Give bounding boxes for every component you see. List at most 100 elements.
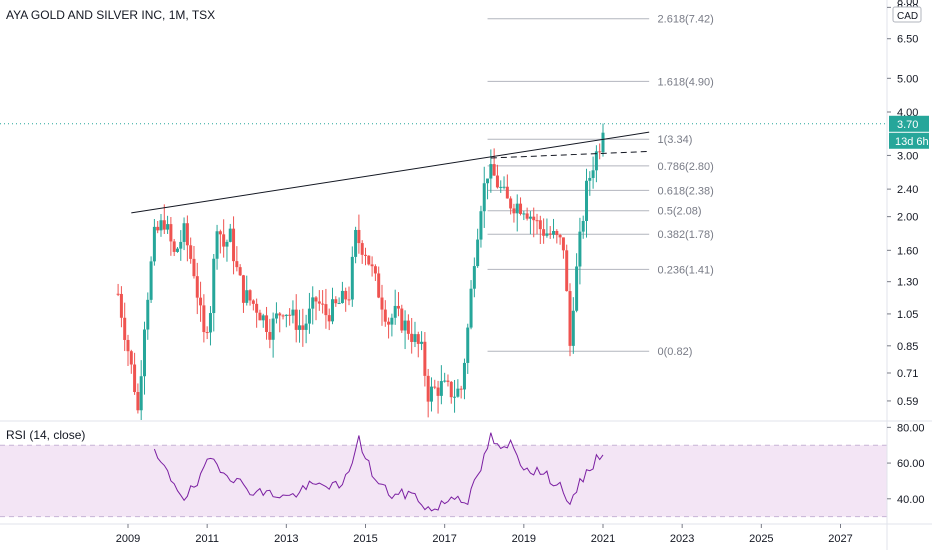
currency-label: CAD <box>897 11 918 22</box>
candle-body <box>466 327 470 363</box>
candle-body <box>324 304 328 316</box>
candle-body <box>212 258 216 314</box>
last-price-badge <box>889 115 929 132</box>
candle <box>363 247 367 266</box>
drawings-layer[interactable] <box>0 123 887 214</box>
candle <box>159 214 163 237</box>
candle <box>479 205 483 248</box>
candle <box>218 229 222 254</box>
candle-body <box>222 234 226 247</box>
candle <box>274 302 278 324</box>
time-axis-label: 2009 <box>116 533 140 545</box>
candle <box>433 379 437 390</box>
candle <box>139 360 143 420</box>
candle <box>443 372 447 383</box>
candle-body <box>453 396 457 398</box>
candle-body <box>274 313 278 319</box>
candle <box>429 377 433 412</box>
candle-body <box>495 175 499 188</box>
candle <box>561 237 565 259</box>
candle <box>585 168 589 238</box>
candle-body <box>278 313 282 316</box>
candle <box>215 224 219 270</box>
candle <box>192 245 196 279</box>
candle-body <box>416 334 420 344</box>
candle-body <box>367 255 371 265</box>
candle <box>568 283 572 357</box>
candle <box>476 228 480 268</box>
countdown-label: 13d 6h <box>895 136 929 148</box>
candle <box>354 226 358 264</box>
candle <box>133 352 137 395</box>
candle <box>179 230 183 261</box>
price-axis-label: 2.00 <box>897 212 918 224</box>
candle-body <box>433 386 437 388</box>
candle <box>575 253 579 313</box>
fib-level-label: 0.786(2.80) <box>658 161 714 173</box>
time-axis-label: 2015 <box>353 533 377 545</box>
candle-body <box>561 237 565 251</box>
candle <box>324 288 328 329</box>
price-axis-label: 3.00 <box>897 150 918 162</box>
candle <box>472 257 476 298</box>
candle <box>548 226 552 239</box>
candle-body <box>568 291 572 346</box>
candle-body <box>228 228 232 242</box>
candle <box>390 313 394 337</box>
candle <box>383 300 387 327</box>
candle-body <box>294 309 298 330</box>
candle-body <box>400 308 404 331</box>
candle <box>291 300 295 324</box>
candle <box>327 308 331 331</box>
candle-body <box>337 303 341 305</box>
candle-body <box>347 299 351 301</box>
candle-body <box>284 314 288 316</box>
candle-body <box>360 243 364 255</box>
rsi-axis-label: 60.00 <box>897 458 925 470</box>
candle-body <box>548 233 552 235</box>
candle-body <box>205 332 209 334</box>
badge-layer: 3.70 13d 6h <box>889 115 929 149</box>
candle-body <box>159 220 163 231</box>
candle <box>357 214 361 254</box>
candle-body <box>512 208 516 214</box>
candle <box>525 207 529 221</box>
candle <box>340 281 344 304</box>
candle <box>400 304 404 333</box>
candle <box>195 262 199 315</box>
candle-body <box>489 164 493 179</box>
candle <box>199 281 203 322</box>
candle-body <box>152 226 156 262</box>
candle-body <box>380 297 384 310</box>
candle <box>212 253 216 332</box>
candle <box>406 314 410 340</box>
candle-body <box>588 177 592 181</box>
candle-body <box>585 180 589 221</box>
candle-body <box>281 315 285 317</box>
candle-body <box>175 248 179 252</box>
candle <box>515 194 519 232</box>
candle-body <box>268 331 272 340</box>
candle <box>387 317 391 339</box>
fib-retracement-layer[interactable]: 2.618(7.42) 1.618(4.90) 1(3.34) 0.786(2.80)… <box>487 14 714 359</box>
candle <box>311 286 315 325</box>
candle-body <box>314 297 318 302</box>
candle-body <box>456 388 460 397</box>
candle-body <box>387 321 391 325</box>
rsi-line <box>153 432 604 512</box>
time-axis-label: 2011 <box>195 533 219 545</box>
price-axis-label: 1.30 <box>897 277 918 289</box>
candle <box>314 296 318 321</box>
candle <box>202 294 206 343</box>
candle <box>558 233 562 245</box>
candle-body <box>377 273 381 298</box>
candle-body <box>235 261 239 268</box>
time-axis-label: 2025 <box>749 533 773 545</box>
candle-body <box>472 266 476 289</box>
candle <box>142 321 146 395</box>
candle-body <box>420 341 424 344</box>
candle-body <box>545 233 549 236</box>
